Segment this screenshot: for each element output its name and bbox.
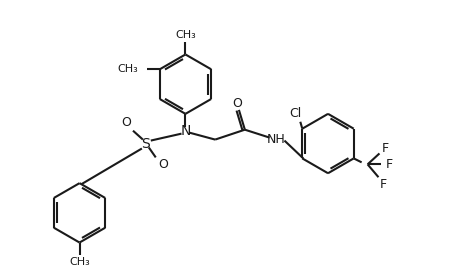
Text: O: O (158, 158, 168, 171)
Text: CH₃: CH₃ (175, 30, 196, 40)
Text: F: F (380, 178, 387, 191)
Text: CH₃: CH₃ (117, 64, 138, 74)
Text: NH: NH (267, 133, 286, 146)
Text: F: F (382, 142, 389, 155)
Text: O: O (232, 98, 242, 110)
Text: F: F (386, 158, 393, 171)
Text: CH₃: CH₃ (69, 257, 90, 267)
Text: S: S (142, 136, 150, 151)
Text: Cl: Cl (289, 107, 301, 120)
Text: O: O (121, 116, 131, 129)
Text: N: N (180, 124, 191, 138)
